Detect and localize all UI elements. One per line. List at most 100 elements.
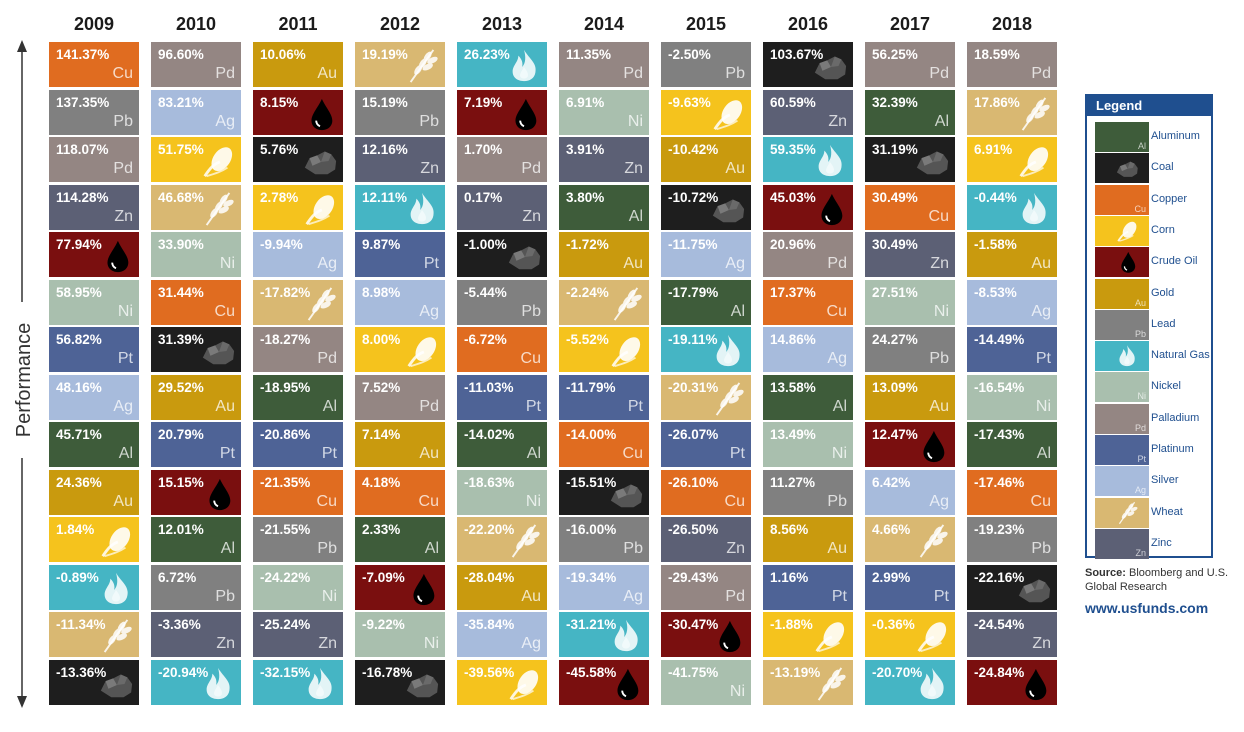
cell-value: -26.10% — [668, 474, 719, 490]
element-symbol: Ag — [827, 350, 847, 367]
oil-drop-icon — [311, 98, 333, 130]
cell-value: -19.34% — [566, 569, 617, 585]
table-cell: -19.23% Pb — [967, 517, 1057, 562]
cell-value: -18.63% — [464, 474, 515, 490]
table-cell: -9.94% Ag — [253, 232, 343, 277]
cell-value: 1.16% — [770, 569, 809, 585]
table-cell: 10.06% Au — [253, 42, 343, 87]
element-symbol: Al — [628, 207, 643, 225]
cell-value: -1.88% — [770, 617, 813, 632]
element-symbol: Pb — [623, 540, 643, 557]
oil-drop-icon — [107, 240, 129, 273]
cell-value: 17.86% — [974, 94, 1020, 110]
table-cell: 3.91% Zn — [559, 137, 649, 182]
element-symbol: Ag — [317, 255, 337, 272]
table-cell: 12.11% — [355, 184, 445, 230]
element-symbol: Ag — [113, 397, 133, 415]
cell-value: 1.84% — [56, 522, 95, 537]
cell-value: 77.94% — [56, 237, 102, 252]
corn-icon — [407, 337, 437, 368]
table-cell: -20.31% — [661, 374, 751, 420]
year-header: 2018 — [991, 14, 1033, 34]
flame-icon — [920, 667, 944, 699]
table-cell: -14.00% Cu — [559, 422, 649, 467]
coal-icon — [814, 56, 847, 80]
table-cell: 6.42% Ag — [865, 469, 955, 515]
coal-icon — [610, 484, 643, 507]
cell-value: 14.86% — [770, 332, 816, 347]
cell-value: -10.72% — [668, 189, 719, 205]
element-symbol: Al — [118, 445, 133, 462]
element-symbol: Cu — [622, 445, 643, 462]
legend-item: Pd Palladium — [1095, 403, 1207, 434]
cell-value: 6.72% — [158, 569, 197, 585]
element-symbol: Al — [832, 397, 847, 415]
corn-icon — [101, 527, 131, 558]
table-cell: -45.58% — [559, 659, 649, 705]
legend-item: Al Aluminum — [1095, 122, 1207, 152]
element-symbol: Zn — [216, 635, 235, 652]
cell-value: -25.24% — [260, 617, 311, 632]
cell-value: 56.82% — [56, 332, 102, 347]
table-cell: -8.53% Ag — [967, 279, 1057, 325]
oil-drop-icon — [923, 430, 945, 463]
cell-value: -0.36% — [872, 617, 915, 632]
table-cell: 45.71% Al — [49, 422, 139, 467]
element-symbol: Ni — [219, 255, 235, 272]
table-cell: -24.84% — [967, 659, 1057, 705]
cell-value: 24.36% — [56, 474, 102, 490]
cell-value: -24.84% — [974, 664, 1025, 680]
table-cell: 56.25% Pd — [865, 42, 955, 87]
website-link[interactable]: www.usfunds.com — [1085, 600, 1209, 616]
cell-value: 18.59% — [974, 47, 1020, 62]
element-symbol: Cu — [1030, 492, 1051, 510]
cell-value: -17.43% — [974, 427, 1025, 442]
cell-value: 2.99% — [872, 569, 911, 585]
table-cell: 96.60% Pd — [151, 42, 241, 87]
legend-label: Wheat — [1151, 505, 1183, 518]
cell-value: -0.44% — [974, 189, 1017, 205]
corn-icon — [1117, 221, 1137, 242]
element-symbol: Pt — [219, 445, 235, 462]
legend-swatch: Al — [1095, 122, 1149, 152]
table-cell: 20.79% Pt — [151, 422, 241, 467]
cell-value: 7.52% — [362, 379, 401, 395]
cell-value: 3.80% — [566, 189, 605, 205]
cell-value: -26.07% — [668, 427, 719, 442]
coal-icon — [304, 151, 337, 175]
coal-icon — [916, 151, 949, 175]
corn-icon — [509, 669, 539, 700]
coal-icon — [202, 341, 235, 365]
table-cell: 45.03% — [763, 184, 853, 230]
element-symbol: Ag — [419, 302, 439, 320]
legend-label: Natural Gas — [1151, 349, 1210, 362]
cell-value: -19.23% — [974, 522, 1025, 537]
table-cell: -17.46% Cu — [967, 469, 1057, 515]
oil-drop-icon — [617, 668, 639, 700]
cell-value: 2.33% — [362, 522, 401, 537]
element-symbol: Pd — [827, 255, 847, 272]
table-cell: -17.79% Al — [661, 279, 751, 325]
legend-label: Platinum — [1151, 443, 1194, 455]
table-cell: 77.94% — [49, 232, 139, 277]
source-text: Bloomberg and U.S. Global Research — [1085, 567, 1229, 593]
flame-icon — [1022, 192, 1046, 224]
table-cell: 46.68% — [151, 184, 241, 230]
table-cell: 32.39% Al — [865, 89, 955, 135]
flame-icon — [104, 572, 128, 604]
legend-item: Cu Copper — [1095, 184, 1207, 215]
cell-value: -9.22% — [362, 617, 405, 632]
table-cell: 0.17% Zn — [457, 184, 547, 230]
element-symbol: Zn — [420, 160, 439, 177]
table-cell: 18.59% Pd — [967, 42, 1057, 87]
cell-value: -17.79% — [668, 284, 719, 300]
table-cell: 24.36% Au — [49, 469, 139, 515]
legend-swatch — [1095, 247, 1149, 278]
element-symbol: Zn — [624, 160, 643, 177]
cell-value: 31.39% — [158, 332, 204, 347]
cell-value: 15.15% — [158, 474, 204, 490]
cell-value: -21.55% — [260, 522, 311, 537]
cell-value: 13.09% — [872, 379, 918, 395]
flame-icon — [1119, 345, 1135, 367]
cell-value: -11.79% — [566, 379, 616, 395]
